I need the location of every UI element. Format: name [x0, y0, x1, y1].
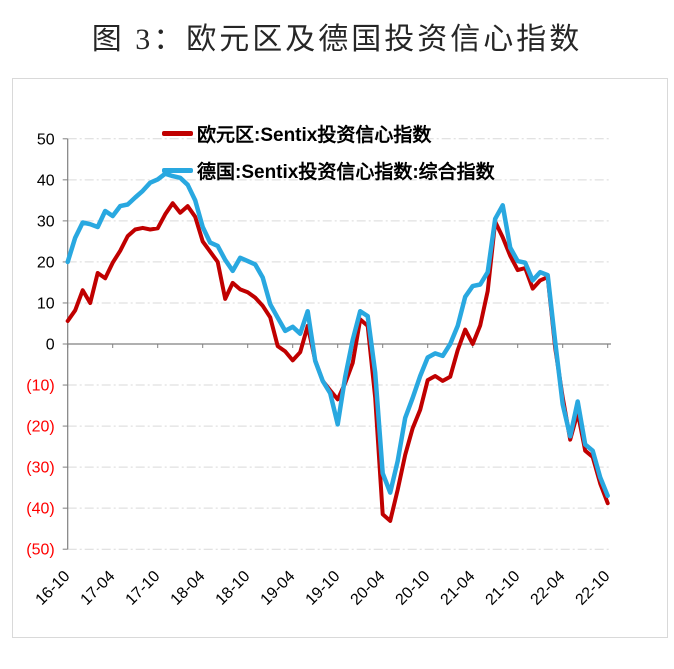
x-tick-label: 19-04	[258, 568, 299, 609]
x-tick-label: 18-10	[213, 568, 254, 609]
x-tick-label: 21-10	[483, 568, 524, 609]
x-tick-label: 16-10	[33, 568, 74, 609]
legend-label-germany: 德国:Sentix投资信心指数:综合指数	[197, 162, 495, 183]
legend-item-eurozone: 欧元区:Sentix投资信心指数	[162, 115, 495, 152]
x-tick-label: 17-04	[78, 568, 119, 609]
x-tick-label: 18-04	[168, 568, 209, 609]
series-line-0	[65, 201, 610, 523]
legend-label-eurozone: 欧元区:Sentix投资信心指数	[197, 125, 432, 146]
y-tick-label: 30	[37, 213, 55, 230]
page-title: 图 3：欧元区及德国投资信心指数	[91, 23, 583, 56]
chart-area: 50 40 30 20 10 0 (10) (20) (30) (40) (50) 16-10 17-0…	[12, 78, 668, 638]
x-tick-label: 22-10	[573, 568, 614, 609]
y-tick-label: 10	[37, 295, 55, 312]
x-tick-label: 20-10	[393, 568, 434, 609]
series-line-1	[65, 171, 610, 499]
y-tick-label: (30)	[26, 460, 54, 477]
chart-legend: 欧元区:Sentix投资信心指数 德国:Sentix投资信心指数:综合指数	[162, 115, 495, 189]
y-tick-label: 40	[37, 172, 55, 189]
x-tick-label: 19-10	[303, 568, 344, 609]
line-chart-plot: 50 40 30 20 10 0 (10) (20) (30) (40) (50) 16-10 17-0…	[26, 131, 614, 609]
y-tick-label: (20)	[26, 419, 54, 436]
y-tick-label: 50	[37, 131, 55, 148]
x-tick-label: 22-04	[528, 568, 569, 609]
y-tick-label: 0	[46, 337, 55, 354]
y-tick-label: (40)	[26, 501, 54, 518]
y-tick-label: 20	[37, 254, 55, 271]
blue-line-swatch-icon	[162, 168, 193, 173]
x-tick-label: 20-04	[348, 568, 389, 609]
y-tick-label: (10)	[26, 378, 54, 395]
red-line-swatch-icon	[162, 131, 193, 136]
x-tick-label: 17-10	[123, 568, 164, 609]
x-tick-label: 21-04	[438, 568, 479, 609]
legend-item-germany: 德国:Sentix投资信心指数:综合指数	[162, 152, 495, 189]
y-tick-label: (50)	[26, 542, 54, 559]
